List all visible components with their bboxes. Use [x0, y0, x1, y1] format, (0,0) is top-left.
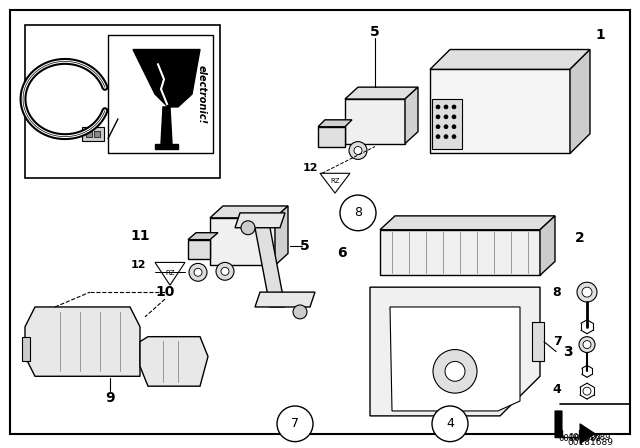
- Text: 7: 7: [291, 418, 299, 431]
- Text: RZ: RZ: [330, 178, 340, 184]
- Text: 00181689: 00181689: [559, 434, 602, 443]
- Polygon shape: [161, 107, 172, 143]
- Circle shape: [433, 349, 477, 393]
- Circle shape: [444, 125, 448, 129]
- Text: 12: 12: [302, 164, 317, 173]
- Circle shape: [452, 135, 456, 138]
- Polygon shape: [430, 50, 590, 69]
- Circle shape: [436, 105, 440, 109]
- Text: 10: 10: [156, 285, 175, 299]
- Text: 00181689: 00181689: [567, 438, 613, 447]
- Bar: [25, 25, 220, 178]
- Text: 9: 9: [105, 391, 115, 405]
- Bar: [532, 322, 544, 362]
- Circle shape: [221, 267, 229, 275]
- Polygon shape: [210, 218, 275, 265]
- Polygon shape: [540, 216, 555, 275]
- Text: RZ: RZ: [165, 270, 175, 276]
- Text: 6: 6: [337, 246, 347, 259]
- Polygon shape: [133, 50, 200, 107]
- Text: 2: 2: [575, 231, 585, 245]
- Polygon shape: [318, 120, 352, 127]
- Circle shape: [582, 287, 592, 297]
- Circle shape: [354, 146, 362, 155]
- Polygon shape: [140, 337, 208, 386]
- Text: 00181689: 00181689: [569, 433, 611, 442]
- Circle shape: [340, 195, 376, 231]
- Polygon shape: [255, 292, 315, 307]
- Bar: [108, 34, 213, 154]
- Circle shape: [241, 221, 255, 235]
- Polygon shape: [318, 127, 345, 146]
- Text: 5: 5: [370, 25, 380, 39]
- Polygon shape: [380, 216, 555, 230]
- Polygon shape: [188, 240, 210, 259]
- Text: electronic!: electronic!: [197, 65, 207, 124]
- Polygon shape: [370, 287, 540, 416]
- Polygon shape: [275, 206, 288, 265]
- Text: 1: 1: [595, 28, 605, 42]
- Polygon shape: [380, 230, 540, 275]
- Polygon shape: [188, 233, 218, 240]
- Polygon shape: [430, 69, 570, 154]
- Text: 7: 7: [552, 335, 561, 348]
- Circle shape: [277, 406, 313, 442]
- Polygon shape: [25, 307, 140, 376]
- Circle shape: [444, 115, 448, 119]
- Polygon shape: [570, 50, 590, 154]
- Circle shape: [452, 115, 456, 119]
- Circle shape: [452, 105, 456, 109]
- Text: 5: 5: [300, 239, 310, 253]
- Polygon shape: [22, 337, 30, 362]
- Text: 8: 8: [553, 286, 561, 299]
- Polygon shape: [405, 87, 418, 143]
- Polygon shape: [390, 307, 520, 411]
- Bar: [432, 99, 462, 149]
- Circle shape: [579, 337, 595, 353]
- Polygon shape: [210, 206, 288, 218]
- Circle shape: [432, 406, 468, 442]
- Circle shape: [436, 135, 440, 138]
- Circle shape: [583, 387, 591, 395]
- Polygon shape: [155, 143, 178, 149]
- Circle shape: [216, 263, 234, 280]
- Text: 12: 12: [131, 260, 146, 271]
- Circle shape: [444, 105, 448, 109]
- Text: 8: 8: [354, 207, 362, 220]
- Circle shape: [349, 142, 367, 159]
- Circle shape: [445, 362, 465, 381]
- Bar: [82, 127, 104, 141]
- Circle shape: [452, 125, 456, 129]
- Polygon shape: [255, 228, 285, 307]
- Bar: [94, 131, 100, 137]
- Circle shape: [436, 125, 440, 129]
- Circle shape: [293, 305, 307, 319]
- Polygon shape: [235, 213, 285, 228]
- Text: 11: 11: [131, 228, 150, 243]
- Text: 4: 4: [446, 418, 454, 431]
- Polygon shape: [345, 87, 418, 99]
- Polygon shape: [345, 99, 405, 143]
- Text: 3: 3: [563, 345, 573, 358]
- Polygon shape: [155, 263, 185, 285]
- Text: 4: 4: [552, 383, 561, 396]
- Circle shape: [194, 268, 202, 276]
- Circle shape: [189, 263, 207, 281]
- Bar: [86, 131, 92, 137]
- Circle shape: [444, 135, 448, 138]
- Polygon shape: [320, 173, 350, 193]
- Circle shape: [577, 282, 597, 302]
- Polygon shape: [563, 413, 578, 436]
- Circle shape: [583, 340, 591, 349]
- Circle shape: [436, 115, 440, 119]
- Polygon shape: [555, 411, 595, 444]
